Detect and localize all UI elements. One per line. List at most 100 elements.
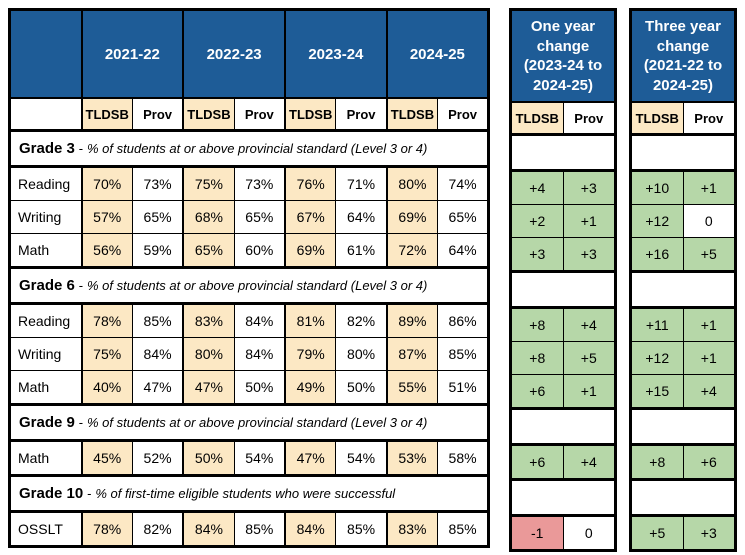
table-row-g6-math: Math 40% 47% 47% 50% 49% 50% 55% 51% [9, 370, 489, 405]
change-cell: +3 [510, 237, 564, 272]
table-row-g3-math: Math 56% 59% 65% 60% 69% 61% 72% 64% [9, 233, 489, 268]
results-table: 2021-22 2022-23 2023-24 2024-25 TLDSB Pr… [8, 8, 490, 548]
change-cell: +1 [682, 341, 736, 375]
score-cell: 78% [80, 511, 133, 547]
section-spacer [630, 478, 736, 517]
change-cell: +3 [682, 515, 736, 551]
score-cell: 84% [284, 511, 337, 547]
table-row-g6-writing: Writing 75% 84% 80% 84% 79% 80% 87% 85% [9, 337, 489, 371]
score-cell: 65% [182, 233, 235, 268]
score-cell: 50% [182, 440, 235, 476]
year-header: 2023-24 [284, 9, 388, 99]
score-cell: 51% [437, 370, 489, 405]
score-cell: 70% [80, 166, 133, 201]
row-label: OSSLT [9, 511, 82, 547]
dash: - [87, 486, 92, 501]
board-subheader: TLDSB [385, 97, 439, 131]
table-row-g6-reading: Reading 78% 85% 83% 84% 81% 82% 89% 86% [9, 303, 489, 338]
grade-description: % of students at or above provincial sta… [87, 278, 428, 293]
score-cell: 52% [131, 440, 184, 476]
score-cell: 83% [385, 511, 439, 547]
change-cell: +8 [630, 444, 684, 480]
score-cell: 64% [335, 200, 388, 234]
section-spacer [510, 270, 616, 309]
grade-description: % of first-time eligible students who we… [95, 486, 396, 501]
change-cell: +5 [630, 515, 684, 551]
score-cell: 85% [233, 511, 286, 547]
corner-cell [9, 97, 82, 131]
section-spacer [630, 270, 736, 309]
one-year-change-table: One year change (2023-24 to 2024-25) TLD… [509, 8, 617, 552]
score-cell: 73% [131, 166, 184, 201]
row-label: Writing [9, 200, 82, 234]
score-cell: 65% [131, 200, 184, 234]
score-cell: 55% [385, 370, 439, 405]
score-cell: 57% [80, 200, 133, 234]
score-cell: 47% [131, 370, 184, 405]
board-subheader: TLDSB [284, 97, 337, 131]
row-label: Writing [9, 337, 82, 371]
score-cell: 80% [385, 166, 439, 201]
score-cell: 65% [233, 200, 286, 234]
score-cell: 65% [437, 200, 489, 234]
row-label: Reading [9, 166, 82, 201]
change-cell: +16 [630, 237, 684, 272]
grade-description: % of students at or above provincial sta… [87, 415, 428, 430]
score-cell: 85% [335, 511, 388, 547]
change-cell: +12 [630, 204, 684, 238]
year-header-row: 2021-22 2022-23 2023-24 2024-25 [9, 9, 489, 99]
change-cell: 0 [682, 204, 736, 238]
prov-subheader: Prov [131, 97, 184, 131]
score-cell: 79% [284, 337, 337, 371]
score-cell: 69% [385, 200, 439, 234]
corner-cell [9, 9, 82, 99]
score-cell: 82% [335, 303, 388, 338]
score-cell: 40% [80, 370, 133, 405]
change-cell: +10 [630, 170, 684, 205]
three-year-change-table: Three year change (2021-22 to 2024-25) T… [629, 8, 737, 552]
section-spacer [630, 407, 736, 446]
year-header: 2022-23 [182, 9, 286, 99]
score-cell: 68% [182, 200, 235, 234]
score-cell: 75% [182, 166, 235, 201]
score-cell: 86% [437, 303, 489, 338]
change-cell: +6 [682, 444, 736, 480]
section-spacer [510, 478, 616, 517]
score-cell: 85% [437, 511, 489, 547]
dash: - [78, 141, 84, 156]
change-cell: -1 [510, 515, 564, 551]
row-label: Reading [9, 303, 82, 338]
change-cell: +4 [562, 307, 616, 342]
score-cell: 50% [335, 370, 388, 405]
table-row-g10-osslt: OSSLT 78% 82% 84% 85% 84% 85% 83% 85% [9, 511, 489, 547]
score-cell: 49% [284, 370, 337, 405]
change-cell: +4 [510, 170, 564, 205]
score-cell: 54% [335, 440, 388, 476]
row-label: Math [9, 370, 82, 405]
table-row-g9-math: Math 45% 52% 50% 54% 47% 54% 53% 58% [9, 440, 489, 476]
score-cell: 74% [437, 166, 489, 201]
score-cell: 59% [131, 233, 184, 268]
change-cell: +5 [562, 341, 616, 375]
dash: - [78, 415, 84, 430]
section-header-grade-10: Grade 10 - % of first-time eligible stud… [9, 474, 489, 513]
score-cell: 89% [385, 303, 439, 338]
score-cell: 56% [80, 233, 133, 268]
change-cell: +11 [630, 307, 684, 342]
section-spacer [630, 133, 736, 172]
score-cell: 67% [284, 200, 337, 234]
change-cell: +6 [510, 374, 564, 409]
row-label: Math [9, 440, 82, 476]
change-cell: +8 [510, 341, 564, 375]
score-cell: 84% [233, 337, 286, 371]
change-cell: +12 [630, 341, 684, 375]
row-label: Math [9, 233, 82, 268]
section-header-grade-6: Grade 6 - % of students at or above prov… [9, 266, 489, 305]
score-cell: 72% [385, 233, 439, 268]
change-cell: +6 [510, 444, 564, 480]
score-cell: 76% [284, 166, 337, 201]
year-header: 2024-25 [385, 9, 489, 99]
one-year-change-title: One year change (2023-24 to 2024-25) [510, 9, 616, 103]
dash: - [78, 278, 84, 293]
year-header: 2021-22 [80, 9, 184, 99]
